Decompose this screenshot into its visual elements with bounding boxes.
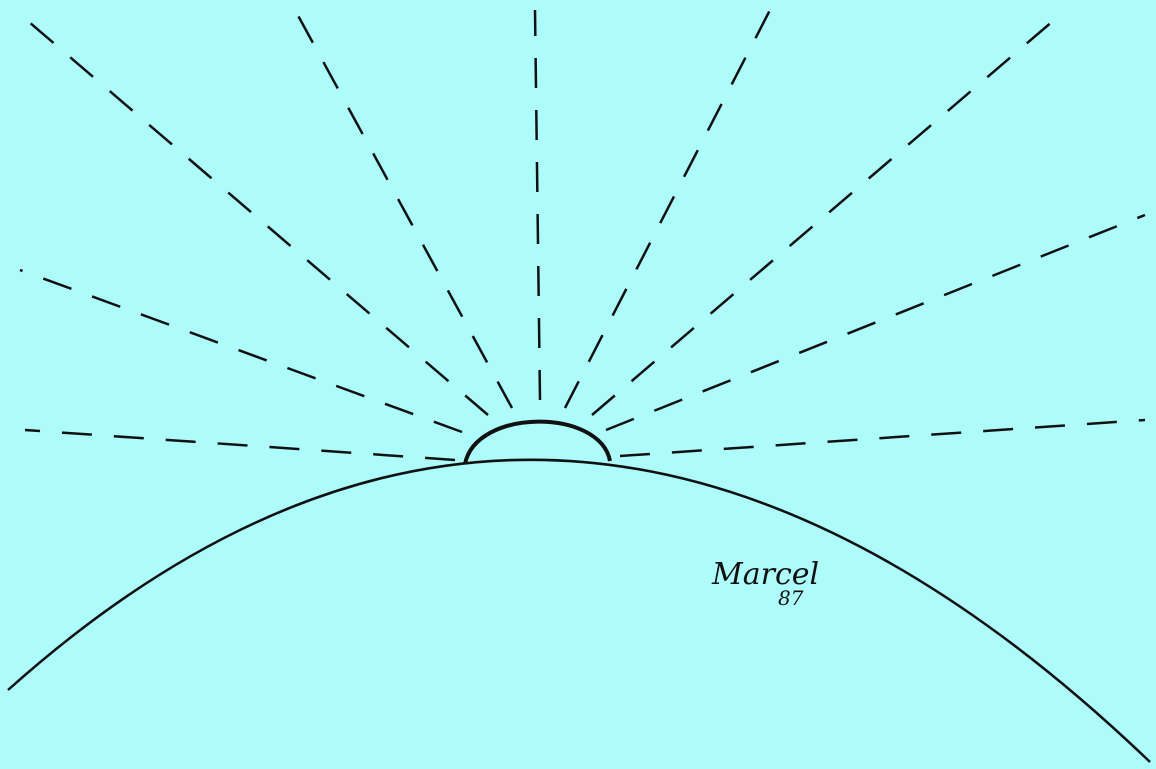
ray <box>533 9 542 401</box>
ray <box>19 268 463 434</box>
ray <box>24 428 456 462</box>
ray <box>563 9 772 409</box>
ray <box>605 213 1146 432</box>
planet-horizon <box>7 458 1151 763</box>
signature-name: Marcel <box>711 557 819 592</box>
ray <box>293 9 514 409</box>
sun <box>463 419 612 465</box>
ray <box>619 418 1146 458</box>
sun-rays <box>14 9 1146 462</box>
signature-year: 87 <box>778 586 804 610</box>
